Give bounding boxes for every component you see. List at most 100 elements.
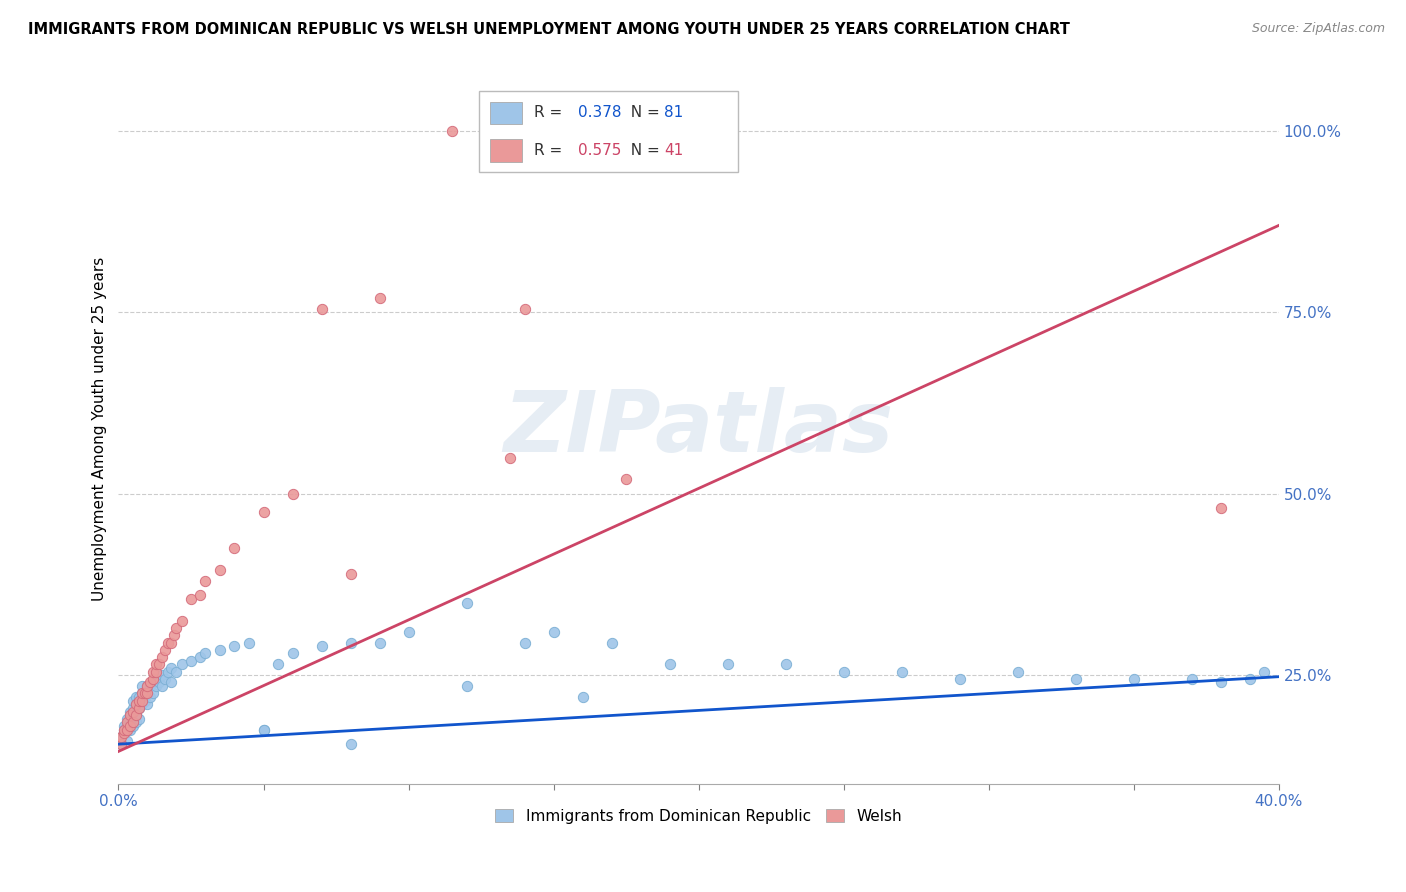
Point — [252, 505, 274, 519]
Point — [1209, 501, 1232, 516]
Point — [339, 635, 361, 649]
FancyBboxPatch shape — [489, 102, 522, 124]
Text: R =: R = — [534, 143, 567, 158]
Point — [499, 450, 522, 465]
Point — [145, 672, 167, 686]
FancyBboxPatch shape — [479, 92, 738, 172]
Text: N =: N = — [621, 143, 665, 158]
Point — [122, 705, 145, 719]
Point — [159, 635, 181, 649]
Point — [188, 650, 211, 665]
Point — [128, 712, 150, 726]
Point — [180, 654, 202, 668]
Point — [131, 698, 153, 712]
Point — [368, 291, 391, 305]
Point — [134, 693, 156, 707]
Point — [125, 708, 148, 723]
Point — [890, 665, 912, 679]
Point — [252, 723, 274, 737]
Point — [128, 701, 150, 715]
Point — [118, 715, 141, 730]
Point — [281, 487, 304, 501]
Point — [224, 639, 246, 653]
Point — [112, 726, 135, 740]
Point — [122, 715, 145, 730]
Text: IMMIGRANTS FROM DOMINICAN REPUBLIC VS WELSH UNEMPLOYMENT AMONG YOUTH UNDER 25 YE: IMMIGRANTS FROM DOMINICAN REPUBLIC VS WE… — [28, 22, 1070, 37]
Point — [162, 628, 184, 642]
Point — [118, 723, 141, 737]
Point — [513, 301, 536, 316]
Point — [281, 647, 304, 661]
Text: ZIPatlas: ZIPatlas — [503, 387, 894, 470]
Point — [136, 686, 159, 700]
Point — [118, 708, 141, 723]
Point — [125, 705, 148, 719]
Point — [148, 675, 170, 690]
Point — [115, 723, 138, 737]
Point — [110, 730, 132, 744]
Point — [775, 657, 797, 672]
Point — [150, 679, 173, 693]
Point — [142, 672, 165, 686]
Point — [110, 737, 132, 751]
Text: 0.575: 0.575 — [578, 143, 621, 158]
Point — [125, 698, 148, 712]
Point — [614, 472, 637, 486]
Point — [1122, 672, 1144, 686]
Point — [122, 701, 145, 715]
Point — [311, 639, 333, 653]
Point — [658, 657, 681, 672]
Point — [128, 693, 150, 707]
Point — [118, 708, 141, 723]
Point — [118, 719, 141, 733]
Point — [115, 715, 138, 730]
Text: Source: ZipAtlas.com: Source: ZipAtlas.com — [1251, 22, 1385, 36]
Point — [115, 719, 138, 733]
Point — [125, 698, 148, 712]
Point — [115, 733, 138, 747]
Point — [252, 723, 274, 737]
Point — [1209, 675, 1232, 690]
Point — [153, 672, 176, 686]
Text: R =: R = — [534, 105, 567, 120]
Text: N =: N = — [621, 105, 665, 120]
Point — [172, 614, 194, 628]
Point — [194, 574, 217, 588]
Point — [131, 686, 153, 700]
Point — [131, 693, 153, 707]
Point — [145, 665, 167, 679]
Point — [148, 657, 170, 672]
Point — [122, 708, 145, 723]
Point — [166, 621, 188, 635]
Point — [128, 690, 150, 704]
Point — [1239, 672, 1261, 686]
Point — [134, 686, 156, 700]
Point — [600, 635, 623, 649]
Point — [139, 690, 162, 704]
Point — [208, 643, 231, 657]
Text: 0.378: 0.378 — [578, 105, 621, 120]
Point — [112, 723, 135, 737]
Point — [136, 679, 159, 693]
Point — [949, 672, 972, 686]
Point — [156, 635, 179, 649]
Point — [224, 541, 246, 556]
Point — [142, 665, 165, 679]
Point — [122, 719, 145, 733]
Point — [136, 698, 159, 712]
Point — [139, 679, 162, 693]
Point — [398, 624, 420, 639]
Point — [180, 592, 202, 607]
Point — [1064, 672, 1087, 686]
Point — [112, 723, 135, 737]
Y-axis label: Unemployment Among Youth under 25 years: Unemployment Among Youth under 25 years — [93, 256, 107, 600]
Point — [159, 675, 181, 690]
Text: 81: 81 — [664, 105, 683, 120]
Point — [238, 635, 260, 649]
Point — [1253, 665, 1275, 679]
Point — [172, 657, 194, 672]
Point — [136, 679, 159, 693]
Point — [208, 563, 231, 577]
Point — [153, 643, 176, 657]
Text: 41: 41 — [664, 143, 683, 158]
